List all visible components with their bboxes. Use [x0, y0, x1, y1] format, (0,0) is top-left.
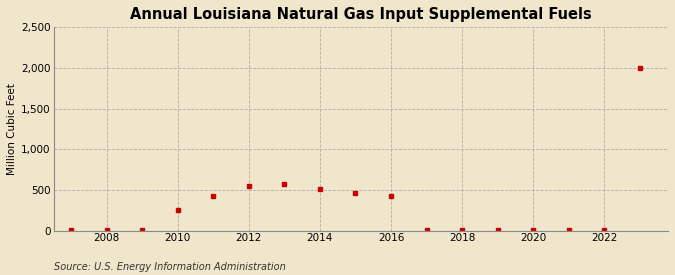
Text: Source: U.S. Energy Information Administration: Source: U.S. Energy Information Administ… [54, 262, 286, 272]
Title: Annual Louisiana Natural Gas Input Supplemental Fuels: Annual Louisiana Natural Gas Input Suppl… [130, 7, 592, 22]
Y-axis label: Million Cubic Feet: Million Cubic Feet [7, 83, 17, 175]
